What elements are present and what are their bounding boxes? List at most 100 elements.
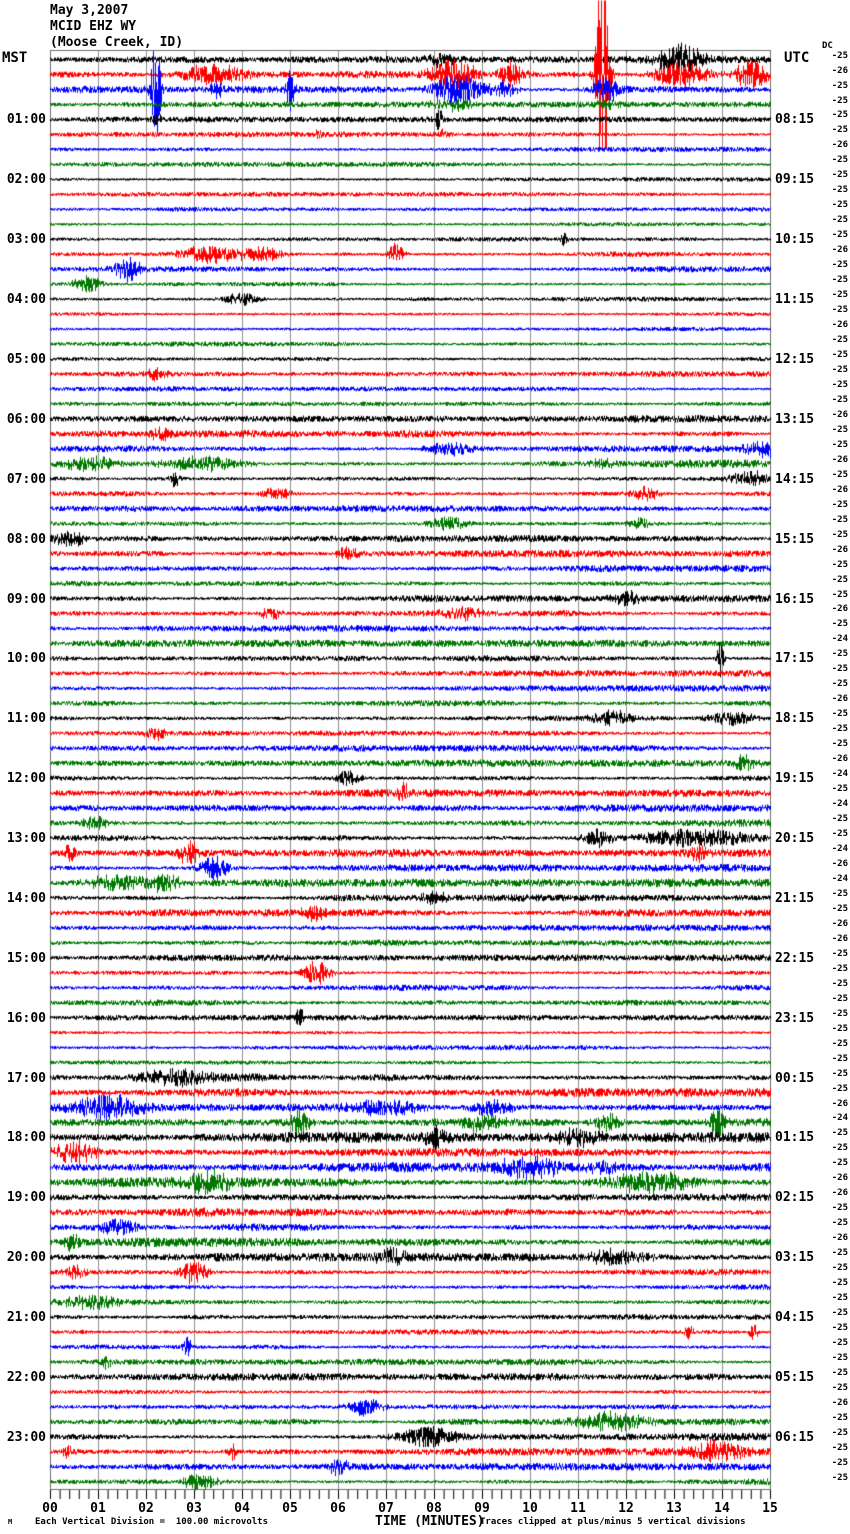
dc-offset-value: -26 bbox=[831, 484, 848, 495]
left-hour-label: 08:00 bbox=[6, 531, 46, 547]
dc-offset-value: -25 bbox=[831, 215, 848, 226]
dc-offset-value: -25 bbox=[831, 559, 848, 570]
dc-offset-value: -26 bbox=[831, 245, 848, 256]
dc-offset-value: -26 bbox=[831, 858, 848, 869]
x-axis-tick-label: 01 bbox=[90, 1501, 106, 1516]
left-hour-label: 16:00 bbox=[6, 1010, 46, 1026]
dc-offset-value: -25 bbox=[831, 95, 848, 106]
dc-offset-value: -24 bbox=[831, 799, 848, 810]
dc-offset-value: -25 bbox=[831, 1293, 848, 1304]
left-hour-label: 20:00 bbox=[6, 1250, 46, 1266]
right-hour-label: 11:15 bbox=[775, 292, 815, 308]
right-hour-label: 14:15 bbox=[775, 471, 815, 487]
dc-offset-value: -26 bbox=[831, 1397, 848, 1408]
dc-offset-value: -25 bbox=[831, 1457, 848, 1468]
dc-offset-value: -26 bbox=[831, 933, 848, 944]
right-hour-label: 16:15 bbox=[775, 591, 815, 607]
left-hour-label: 02:00 bbox=[6, 172, 46, 188]
dc-offset-value: -25 bbox=[831, 1308, 848, 1319]
dc-offset-value: -26 bbox=[831, 1098, 848, 1109]
right-hour-label: 15:15 bbox=[775, 531, 815, 547]
dc-offset-value: -25 bbox=[831, 574, 848, 585]
dc-offset-value: -25 bbox=[831, 724, 848, 735]
dc-offset-value: -25 bbox=[831, 424, 848, 435]
right-hour-label: 01:15 bbox=[775, 1130, 815, 1146]
corner-watermark: M bbox=[8, 1518, 13, 1526]
left-hour-label: 17:00 bbox=[6, 1070, 46, 1086]
dc-offset-value: -24 bbox=[831, 873, 848, 884]
dc-offset-value: -25 bbox=[831, 364, 848, 375]
left-hour-label: 19:00 bbox=[6, 1190, 46, 1206]
x-axis-tick-label: 03 bbox=[186, 1501, 202, 1516]
dc-offset-value: -26 bbox=[831, 1188, 848, 1199]
dc-offset-value: -25 bbox=[831, 350, 848, 360]
x-axis-tick-label: 12 bbox=[618, 1501, 634, 1516]
dc-offset-value: -26 bbox=[831, 604, 848, 615]
dc-offset-value: -26 bbox=[831, 694, 848, 705]
dc-offset-value: -25 bbox=[831, 649, 848, 660]
dc-offset-value: -24 bbox=[831, 634, 848, 645]
dc-offset-value: -26 bbox=[831, 454, 848, 465]
dc-offset-value: -26 bbox=[831, 1233, 848, 1244]
dc-offset-value: -25 bbox=[831, 589, 848, 600]
dc-offset-value: -25 bbox=[831, 50, 848, 61]
right-hour-label: 06:15 bbox=[775, 1429, 815, 1445]
dc-offset-value: -26 bbox=[831, 918, 848, 929]
dc-offset-value: -25 bbox=[831, 1427, 848, 1438]
left-hour-label: 10:00 bbox=[6, 651, 46, 667]
left-hour-label: 13:00 bbox=[6, 831, 46, 847]
right-hour-label: 02:15 bbox=[775, 1190, 815, 1206]
x-axis-tick-label: 04 bbox=[234, 1501, 250, 1516]
left-hour-label: 14:00 bbox=[6, 890, 46, 906]
dc-offset-value: -25 bbox=[831, 499, 848, 510]
dc-offset-value: -25 bbox=[831, 829, 848, 840]
dc-offset-value: -25 bbox=[831, 1023, 848, 1034]
right-hour-label: 04:15 bbox=[775, 1310, 815, 1326]
dc-offset-value: -25 bbox=[831, 1323, 848, 1334]
x-axis-tick-label: 06 bbox=[330, 1501, 346, 1516]
dc-offset-value: -25 bbox=[831, 619, 848, 630]
dc-offset-value: -25 bbox=[831, 978, 848, 989]
x-axis-tick-label: 00 bbox=[42, 1501, 58, 1516]
dc-offset-value: -25 bbox=[831, 1158, 848, 1169]
right-hour-label: 09:15 bbox=[775, 172, 815, 188]
left-hour-label: 22:00 bbox=[6, 1369, 46, 1385]
left-hour-label: 01:00 bbox=[6, 112, 46, 128]
dc-offset-value: -25 bbox=[831, 335, 848, 346]
right-hour-label: 13:15 bbox=[775, 411, 815, 427]
right-hour-label: 05:15 bbox=[775, 1369, 815, 1385]
left-hour-label: 07:00 bbox=[6, 471, 46, 487]
right-hour-label: 22:15 bbox=[775, 950, 815, 966]
dc-offset-value: -25 bbox=[831, 1143, 848, 1154]
left-hour-label: 11:00 bbox=[6, 711, 46, 727]
left-hour-label: 06:00 bbox=[6, 411, 46, 427]
dc-offset-value: -25 bbox=[831, 1053, 848, 1064]
dc-offset-value: -26 bbox=[831, 65, 848, 76]
dc-offset-value: -24 bbox=[831, 769, 848, 780]
dc-offset-value: -25 bbox=[831, 230, 848, 241]
left-hour-label: 03:00 bbox=[6, 232, 46, 248]
x-axis-tick-label: 11 bbox=[570, 1501, 586, 1516]
dc-offset-value: -25 bbox=[831, 948, 848, 959]
dc-offset-value: -25 bbox=[831, 1412, 848, 1423]
dc-offset-value: -25 bbox=[831, 1472, 848, 1483]
dc-offset-value: -25 bbox=[831, 1248, 848, 1259]
dc-offset-value: -25 bbox=[831, 739, 848, 750]
right-axis-label: UTC bbox=[784, 50, 810, 66]
title-date: May 3,2007 bbox=[50, 3, 129, 18]
left-hour-label: 04:00 bbox=[6, 292, 46, 308]
x-axis-tick-label: 09 bbox=[474, 1501, 490, 1516]
dc-offset-value: -24 bbox=[831, 1113, 848, 1124]
footer-clip-note: Traces clipped at plus/minus 5 vertical … bbox=[480, 1517, 746, 1527]
x-axis-tick-label: 13 bbox=[666, 1501, 682, 1516]
left-hour-label: 05:00 bbox=[6, 352, 46, 367]
dc-offset-value: -25 bbox=[831, 110, 848, 121]
dc-offset-value: -25 bbox=[831, 125, 848, 136]
left-hour-label: 12:00 bbox=[6, 771, 46, 787]
dc-offset-value: -25 bbox=[831, 394, 848, 405]
left-hour-label: 15:00 bbox=[6, 950, 46, 966]
dc-offset-value: -25 bbox=[831, 379, 848, 390]
dc-offset-value: -25 bbox=[831, 305, 848, 316]
dc-offset-value: -25 bbox=[831, 993, 848, 1004]
